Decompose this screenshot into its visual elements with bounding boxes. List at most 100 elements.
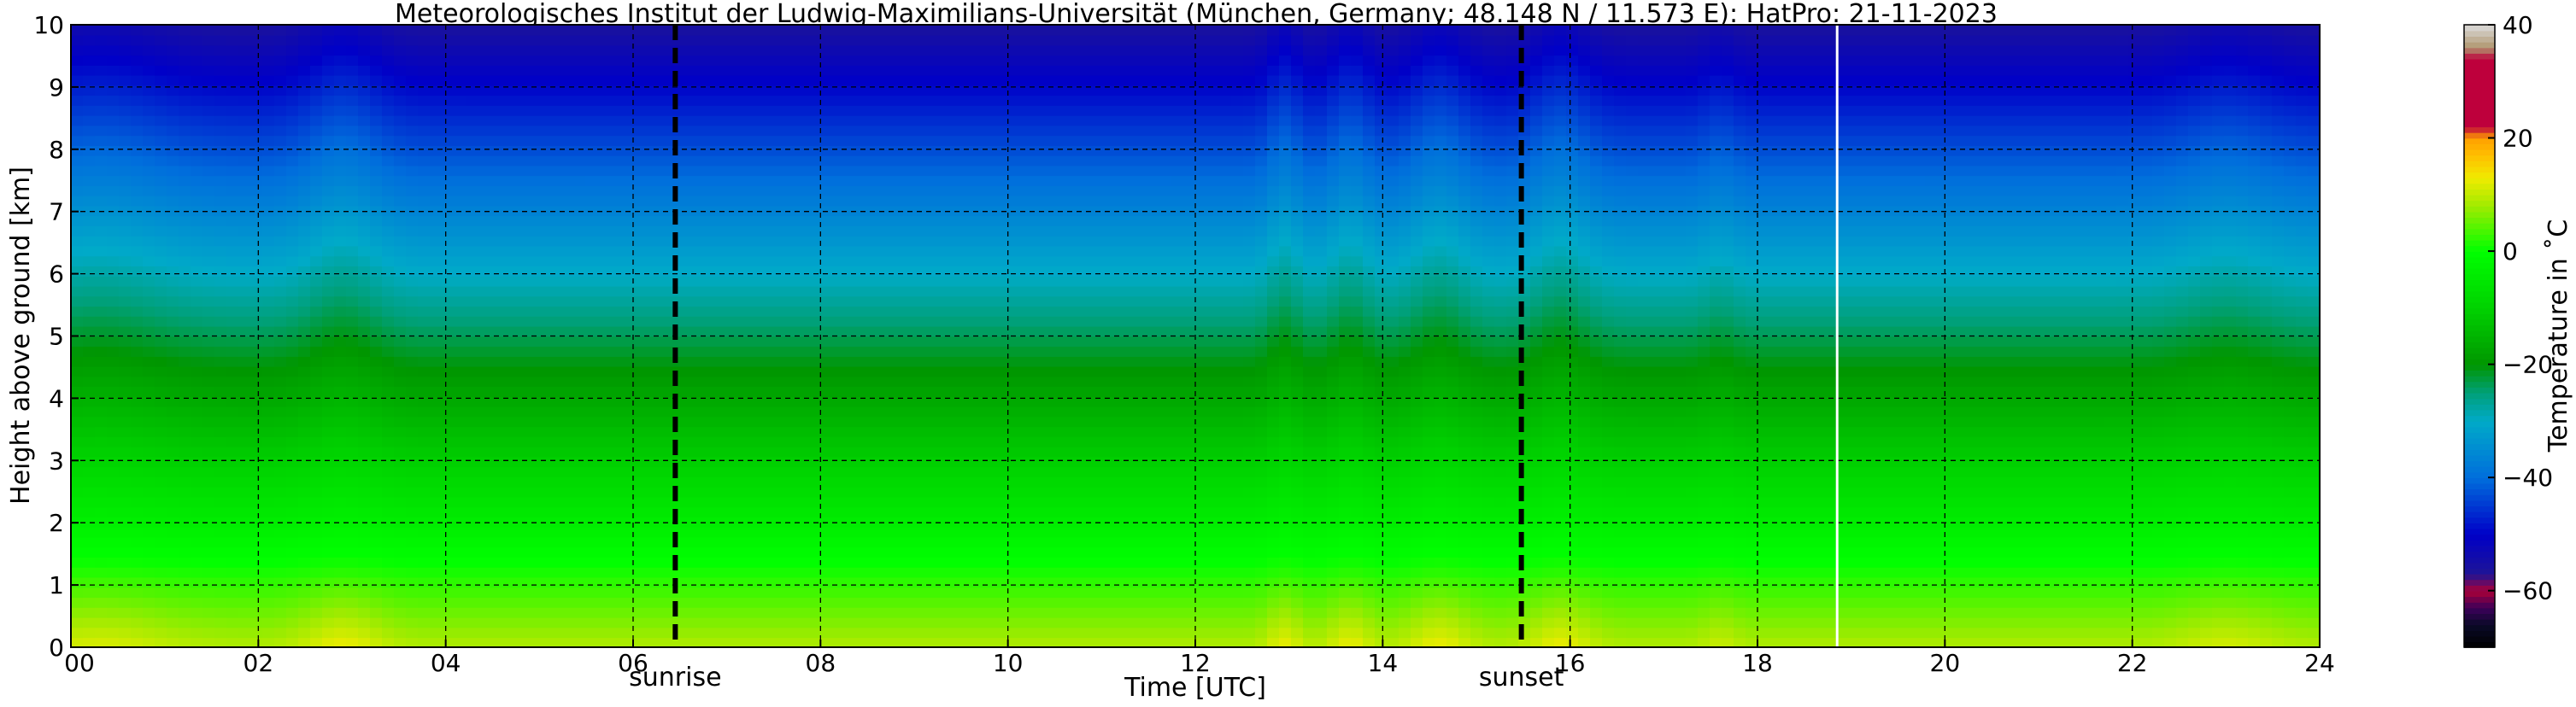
colorbar-segment <box>2464 500 2495 506</box>
colorbar-segment <box>2464 172 2495 178</box>
colorbar-segment <box>2464 404 2495 410</box>
y-tick-label: 6 <box>49 260 64 289</box>
colorbar-tick-label: 40 <box>2503 11 2533 39</box>
colorbar-segment <box>2464 427 2495 433</box>
x-tick-label: 14 <box>1368 649 1399 677</box>
colorbar-segment <box>2464 302 2495 308</box>
colorbar-segment <box>2464 279 2495 285</box>
colorbar-segment <box>2464 262 2495 268</box>
colorbar-segment <box>2464 421 2495 427</box>
y-tick-label: 5 <box>49 323 64 351</box>
colorbar-segment <box>2464 608 2495 614</box>
colorbar-segment <box>2464 31 2495 37</box>
colorbar-segment <box>2464 206 2495 212</box>
colorbar-segment <box>2464 370 2495 376</box>
x-tick-label: 18 <box>1742 649 1773 677</box>
colorbar-segment <box>2464 234 2495 240</box>
colorbar-segment <box>2464 167 2495 172</box>
colorbar-segment <box>2464 126 2495 132</box>
colorbar-segment <box>2464 200 2495 206</box>
colorbar-segment <box>2464 477 2495 483</box>
y-tick-label: 2 <box>49 509 64 537</box>
colorbar-tick-label: −40 <box>2503 464 2553 492</box>
colorbar-tick-label: 0 <box>2503 237 2518 266</box>
colorbar-segment <box>2464 324 2495 330</box>
colorbar-segment <box>2464 568 2495 574</box>
colorbar-segment <box>2464 494 2495 500</box>
colorbar-segment <box>2464 274 2495 280</box>
colorbar-segment <box>2464 353 2495 359</box>
colorbar-segment <box>2464 483 2495 489</box>
colorbar-segment <box>2464 70 2495 76</box>
colorbar-segment <box>2464 517 2495 523</box>
colorbar-segment <box>2464 625 2495 631</box>
colorbar-segment <box>2464 415 2495 421</box>
colorbar-segment <box>2464 251 2495 257</box>
colorbar-segment <box>2464 551 2495 557</box>
colorbar-segment <box>2464 432 2495 438</box>
colorbar-segment <box>2464 613 2495 619</box>
colorbar-segment <box>2464 540 2495 546</box>
colorbar-segment <box>2464 398 2495 404</box>
colorbar-segment <box>2464 98 2495 104</box>
colorbar-segment <box>2464 596 2495 602</box>
colorbar-segment <box>2464 563 2495 569</box>
colorbar-segment <box>2464 438 2495 444</box>
colorbar-segment <box>2464 488 2495 494</box>
colorbar-segment <box>2464 155 2495 161</box>
colorbar-segment <box>2464 557 2495 563</box>
colorbar-segment <box>2464 636 2495 642</box>
x-tick-label: 22 <box>2117 649 2148 677</box>
colorbar-segment <box>2464 59 2495 65</box>
colorbar-segment <box>2464 48 2495 54</box>
colorbar-segment <box>2464 443 2495 449</box>
colorbar-segment <box>2464 580 2495 586</box>
y-tick-label: 0 <box>49 634 64 662</box>
colorbar-segment <box>2464 466 2495 472</box>
colorbar-segment <box>2464 376 2495 382</box>
colorbar-segment <box>2464 81 2495 87</box>
x-tick-label: 08 <box>806 649 836 677</box>
colorbar-tick-label: 20 <box>2503 125 2533 153</box>
colorbar-segment <box>2464 307 2495 313</box>
colorbar-segment <box>2464 149 2495 155</box>
colorbar-segment <box>2464 184 2495 190</box>
y-tick-label: 7 <box>49 198 64 226</box>
colorbar-segment <box>2464 365 2495 371</box>
colorbar-segment <box>2464 217 2495 223</box>
colorbar <box>2464 25 2495 648</box>
colorbar-segment <box>2464 505 2495 511</box>
y-tick-label: 4 <box>49 384 64 412</box>
x-tick-label: 00 <box>64 649 95 677</box>
x-tick-label: 02 <box>244 649 274 677</box>
colorbar-segment <box>2464 393 2495 399</box>
x-tick-label: 10 <box>993 649 1024 677</box>
colorbar-label: Temperature in ˚C <box>2544 219 2573 453</box>
colorbar-segment <box>2464 591 2495 597</box>
colorbar-segment <box>2464 330 2495 336</box>
colorbar-segment <box>2464 138 2495 144</box>
y-tick-label: 1 <box>49 571 64 599</box>
colorbar-segment <box>2464 319 2495 325</box>
colorbar-segment <box>2464 285 2495 291</box>
y-tick-label: 10 <box>33 11 64 39</box>
colorbar-segment <box>2464 535 2495 540</box>
colorbar-segment <box>2464 336 2495 342</box>
colorbar-segment <box>2464 619 2495 625</box>
colorbar-segment <box>2464 523 2495 529</box>
colorbar-segment <box>2464 291 2495 297</box>
x-tick-label: 06 <box>618 649 648 677</box>
colorbar-segment <box>2464 189 2495 195</box>
colorbar-segment <box>2464 76 2495 82</box>
x-tick-label: 20 <box>1930 649 1961 677</box>
colorbar-segment <box>2464 109 2495 115</box>
sunset-label: sunset <box>1479 663 1564 692</box>
colorbar-segment <box>2464 240 2495 246</box>
colorbar-segment <box>2464 115 2495 121</box>
colorbar-segment <box>2464 449 2495 455</box>
colorbar-segment <box>2464 602 2495 608</box>
colorbar-segment <box>2464 195 2495 201</box>
colorbar-segment <box>2464 212 2495 218</box>
colorbar-segment <box>2464 121 2495 127</box>
